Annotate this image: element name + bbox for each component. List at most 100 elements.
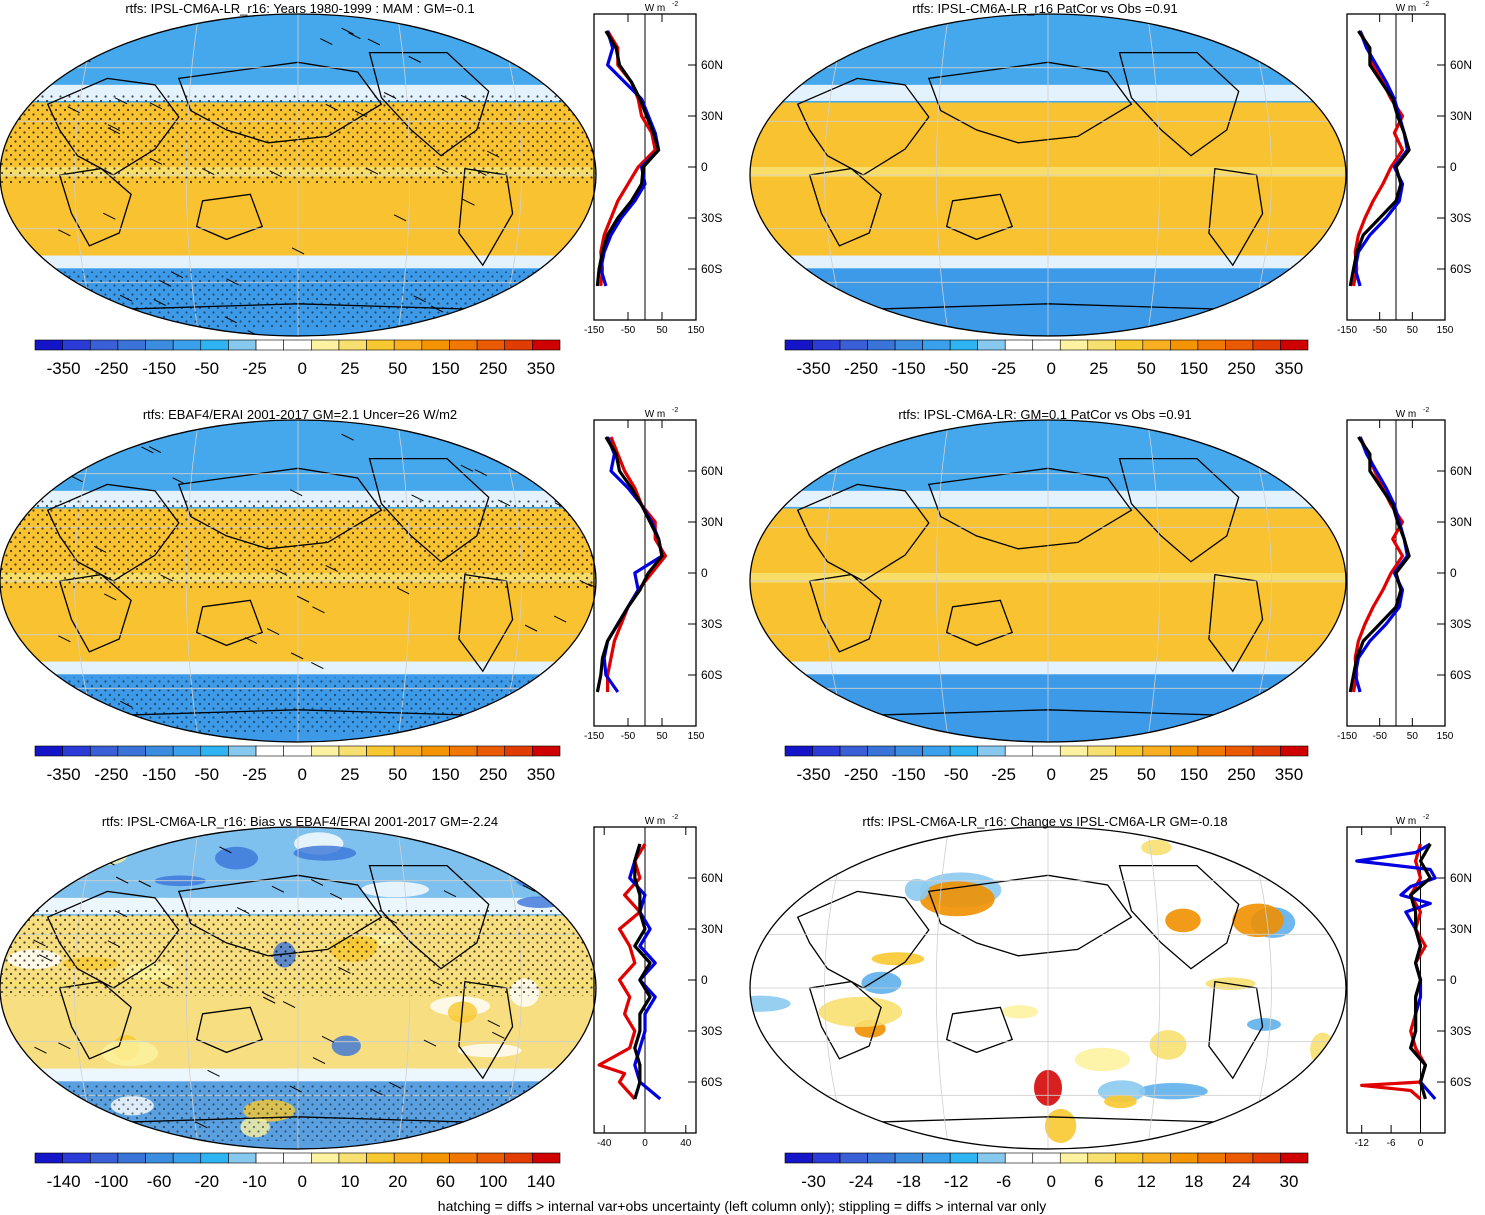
coastline	[796, 77, 930, 176]
hatch-mark	[341, 433, 354, 441]
colorbar-label: 350	[1275, 359, 1303, 378]
colorbar-label: 150	[1180, 359, 1208, 378]
hatch-mark	[170, 271, 184, 279]
colorbar-label: 0	[298, 765, 307, 784]
y-tick-label: 60S	[1450, 262, 1471, 276]
colorbar-label: 250	[479, 359, 507, 378]
colorbar-label: 350	[527, 765, 555, 784]
colorbar-label: 12	[1137, 1172, 1156, 1191]
hatch-mark	[207, 1069, 220, 1077]
colorbar-c: -350 -250 -150 -50 -25 0 25 50 150 250 350	[34, 745, 561, 784]
zonal-mean-line	[1351, 436, 1405, 693]
hatch-mark	[429, 979, 443, 987]
zonal-mean-panel-c-zonal: 60N 30N 0 30S 60S -150 -50 50 150 W m -2	[584, 407, 723, 742]
hatch-mark	[312, 1057, 326, 1064]
colorbar-swatch	[117, 339, 146, 351]
colorbar-swatch	[255, 745, 284, 757]
map-panel-d: rtfs: IPSL-CM6A-LR: GM=0.1 PatCor vs Obs…	[749, 407, 1347, 743]
x-tick-label: 50	[656, 325, 668, 336]
map-title: rtfs: IPSL-CM6A-LR_r16: Years 1980-1999 …	[125, 1, 474, 16]
y-tick-label: 30N	[701, 922, 723, 936]
colorbar-label: 25	[1089, 765, 1108, 784]
colorbar-label: -150	[142, 359, 176, 378]
colorbar-label: -250	[94, 359, 128, 378]
colorbar-swatch	[894, 1152, 923, 1164]
colorbar-swatch	[421, 1152, 450, 1164]
colorbar-swatch	[62, 745, 91, 757]
colorbar-label: 50	[388, 359, 407, 378]
coastline	[808, 167, 882, 247]
colorbar-swatch	[1252, 339, 1281, 351]
colorbar-label: 25	[1089, 359, 1108, 378]
colorbar-label: -10	[242, 1172, 267, 1191]
colorbar-label: 0	[1047, 359, 1056, 378]
map-title: rtfs: IPSL-CM6A-LR: GM=0.1 PatCor vs Obs…	[898, 407, 1191, 422]
colorbar-swatch	[338, 1152, 367, 1164]
coastline	[1208, 167, 1264, 267]
hatch-mark	[291, 247, 305, 255]
hatch-mark	[148, 446, 162, 454]
colorbar-swatch	[977, 1152, 1006, 1164]
colorbar-swatch	[1197, 1152, 1226, 1164]
hatch-mark	[354, 110, 368, 118]
bias-blob	[5, 1103, 31, 1116]
hatch-mark	[119, 294, 133, 302]
x-tick-label: -150	[1337, 731, 1357, 742]
bias-blob	[293, 845, 357, 861]
colorbar-label: -140	[47, 1172, 81, 1191]
hatch-mark	[383, 92, 397, 99]
hatch-mark	[282, 1001, 296, 1009]
colorbar-swatch	[1087, 339, 1116, 351]
hatch-mark	[11, 704, 24, 711]
hatch-mark	[325, 103, 338, 111]
bias-blob	[361, 881, 430, 898]
colorbar-swatch	[812, 745, 841, 757]
anomaly-blob	[750, 885, 781, 920]
map-border	[0, 826, 597, 1150]
hatch-mark	[119, 700, 133, 708]
x-tick-label: -50	[621, 325, 636, 336]
colorbar-label: 150	[1180, 765, 1208, 784]
hatch-mark	[141, 446, 154, 454]
colorbar-swatch	[255, 1152, 284, 1164]
zonal-mean-panel-e-zonal: 60N 30N 0 30S 60S -40 0 40 W m -2	[593, 814, 723, 1149]
colorbar-label: -50	[195, 359, 220, 378]
hatch-mark	[38, 954, 52, 962]
hatch-mark	[585, 849, 596, 857]
x-tick-label: 150	[688, 731, 705, 742]
colorbar-label: -25	[242, 359, 267, 378]
unit-label: W m	[645, 409, 666, 420]
hatch-mark	[507, 727, 521, 735]
colorbar-label: 0	[1047, 765, 1056, 784]
hatch-mark	[290, 652, 304, 660]
anomaly-blob	[818, 996, 903, 1027]
y-tick-label: 60N	[1450, 58, 1472, 72]
hatch-mark	[17, 701, 31, 709]
longitude-gridline	[1146, 827, 1161, 1149]
map-title: rtfs: IPSL-CM6A-LR_r16 PatCor vs Obs =0.…	[912, 1, 1178, 16]
anomaly-blob	[904, 878, 930, 902]
zonal-mean-line	[1351, 30, 1405, 287]
colorbar-label: -30	[801, 1172, 826, 1191]
bias-blob	[331, 1035, 361, 1057]
colorbar-label: -25	[242, 765, 267, 784]
hatch-mark	[103, 593, 117, 601]
hatch-mark	[413, 295, 426, 303]
colorbar-swatch	[476, 745, 506, 757]
anomaly-blob	[1251, 852, 1330, 874]
colorbar-d: -350 -250 -150 -50 -25 0 25 50 150 250 350	[784, 745, 1309, 784]
y-tick-label: 30S	[1450, 617, 1471, 631]
zonal-mean-line	[606, 436, 667, 692]
hatch-mark	[262, 996, 276, 1004]
colorbar-label: -50	[195, 765, 220, 784]
colorbar-swatch	[338, 339, 367, 351]
colorbar-swatch	[1004, 1152, 1034, 1164]
colorbar-swatch	[255, 339, 284, 351]
x-tick-label: -40	[597, 1138, 612, 1149]
colorbar-swatch	[867, 339, 896, 351]
colorbar-swatch	[504, 339, 533, 351]
coastline	[945, 193, 1014, 241]
coastline	[1118, 864, 1240, 970]
colorbar-swatch	[784, 339, 813, 351]
zonal-mean-line	[1353, 30, 1409, 287]
